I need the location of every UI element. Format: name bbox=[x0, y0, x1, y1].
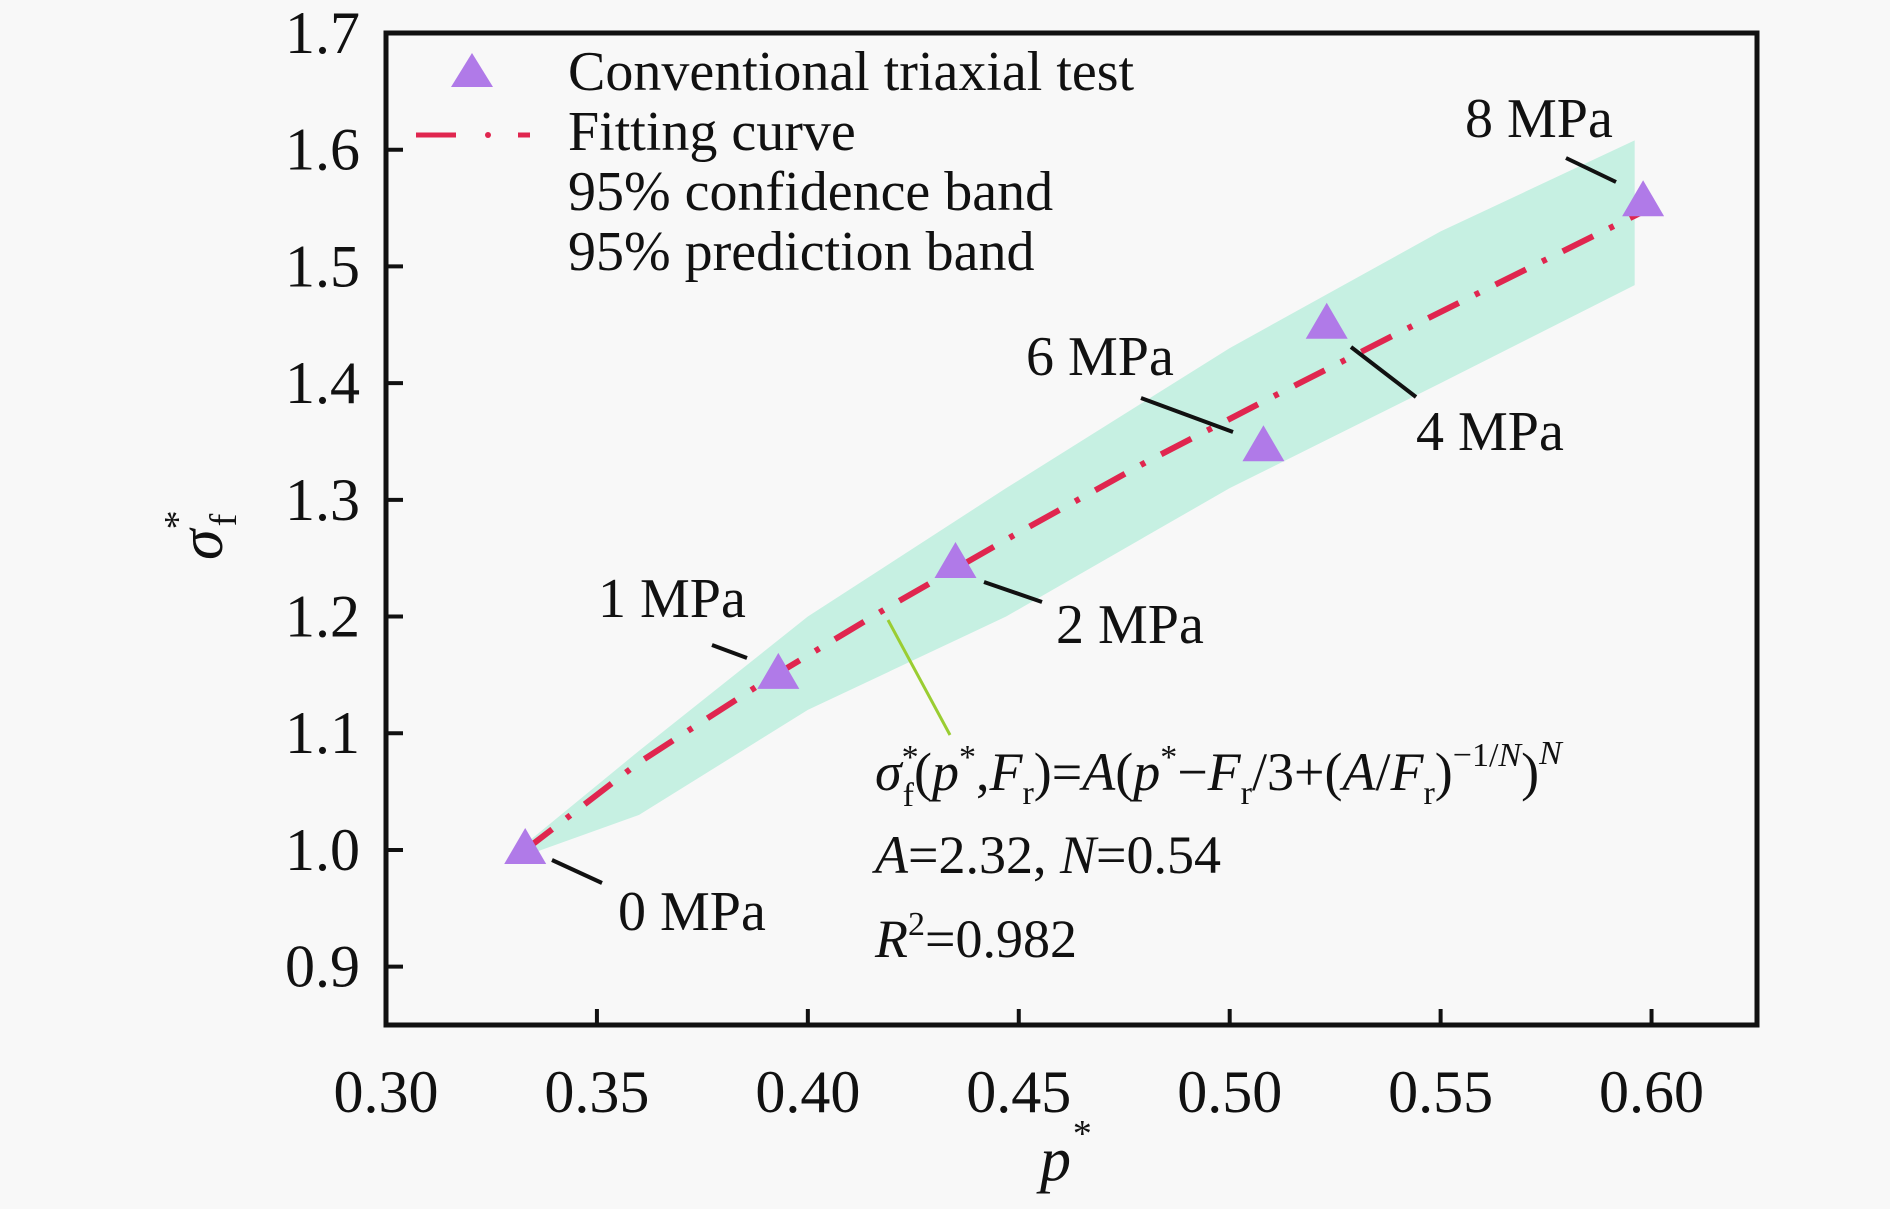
data-points-layer bbox=[504, 180, 1665, 864]
r2-value: =0.982 bbox=[925, 909, 1077, 969]
formula-annotation: σ* f(p*,Fr)=A(p*−Fr/3+(A/Fr)−1/N)N A=2.32… bbox=[872, 735, 1564, 969]
param-A-label: A bbox=[872, 825, 909, 885]
formula-open: ( bbox=[914, 742, 932, 802]
confidence-band bbox=[525, 140, 1635, 856]
param-A-value: =2.32, bbox=[908, 825, 1060, 885]
formula-F3: F bbox=[1389, 742, 1424, 802]
formula-F: F bbox=[988, 742, 1023, 802]
plot-frame bbox=[383, 30, 1760, 1028]
y-tick-label: 0.9 bbox=[285, 934, 360, 1000]
y-tick-label: 1.1 bbox=[285, 700, 360, 766]
leader-8mpa bbox=[1565, 156, 1617, 184]
formula-comma: , bbox=[976, 742, 990, 802]
formula-div3plus: /3+( bbox=[1252, 742, 1342, 802]
annotation-leaders bbox=[551, 156, 1617, 885]
legend-label-prediction: 95% prediction band bbox=[568, 221, 1035, 283]
formula-sub-r2: r bbox=[1241, 775, 1253, 812]
formula-sub-f: f bbox=[903, 777, 915, 814]
formula-exp-N: N bbox=[1497, 737, 1523, 774]
label-1mpa: 1 MPa bbox=[598, 568, 746, 630]
formula-minus: − bbox=[1177, 742, 1207, 802]
leader-4mpa bbox=[1349, 345, 1418, 399]
y-axis-label: σ* f bbox=[157, 510, 245, 560]
data-point bbox=[1622, 180, 1665, 217]
label-8mpa: 8 MPa bbox=[1465, 88, 1613, 150]
y-tick-label: 1.3 bbox=[285, 467, 360, 533]
data-point bbox=[757, 652, 800, 689]
formula-close-paren: ) bbox=[1521, 742, 1539, 802]
y-tick-label: 1.0 bbox=[285, 817, 360, 883]
formula-open2: ( bbox=[1115, 742, 1133, 802]
y-axis-label-sub: f bbox=[203, 513, 245, 526]
x-tick-label: 0.45 bbox=[966, 1059, 1071, 1125]
formula-F2: F bbox=[1207, 742, 1242, 802]
x-axis-label: p* bbox=[1036, 1113, 1090, 1194]
formula-close-eq: )= bbox=[1034, 742, 1082, 802]
formula-sigma: σ bbox=[875, 742, 904, 802]
r2-sup: 2 bbox=[908, 906, 925, 943]
formula-slash: / bbox=[1375, 742, 1390, 802]
legend-label-confidence: 95% confidence band bbox=[568, 161, 1053, 223]
leader-2mpa bbox=[983, 580, 1043, 604]
x-tick-label: 0.30 bbox=[334, 1059, 439, 1125]
y-ticks: 0.9 1.0 1.1 1.2 1.3 1.4 1.5 1.6 1.7 bbox=[285, 0, 403, 1000]
formula-params: A=2.32, N=0.54 bbox=[872, 825, 1221, 885]
data-point bbox=[934, 542, 977, 579]
y-axis-label-star: * bbox=[157, 510, 199, 529]
legend-label-fit: Fitting curve bbox=[568, 101, 856, 163]
formula-sub-r3: r bbox=[1423, 775, 1435, 812]
x-axis-label-p: p bbox=[1036, 1126, 1071, 1194]
y-axis-label-sigma: σ bbox=[168, 527, 236, 560]
formula-line-1: σ* f(p*,Fr)=A(p*−Fr/3+(A/Fr)−1/N)N bbox=[875, 735, 1564, 814]
formula-star-2: * bbox=[959, 739, 976, 776]
legend-label-test: Conventional triaxial test bbox=[568, 41, 1135, 103]
x-axis-label-star: * bbox=[1071, 1113, 1090, 1155]
y-tick-label: 1.2 bbox=[285, 584, 360, 650]
formula-star-3: * bbox=[1160, 739, 1177, 776]
formula-sub-r: r bbox=[1022, 775, 1034, 812]
label-4mpa: 4 MPa bbox=[1416, 401, 1564, 463]
formula-A: A bbox=[1079, 742, 1116, 802]
param-N-label: N bbox=[1059, 825, 1099, 885]
x-tick-label: 0.55 bbox=[1388, 1059, 1493, 1125]
x-tick-label: 0.40 bbox=[755, 1059, 860, 1125]
formula-p2: p bbox=[1129, 742, 1160, 802]
x-ticks: 0.30 0.35 0.40 0.45 0.50 0.55 0.60 bbox=[334, 1009, 1704, 1125]
y-tick-label: 1.7 bbox=[285, 0, 360, 66]
formula-p: p bbox=[928, 742, 959, 802]
y-tick-label: 1.4 bbox=[285, 350, 360, 416]
y-tick-label: 1.6 bbox=[285, 117, 360, 183]
formula-r2: R2=0.982 bbox=[874, 906, 1077, 969]
x-tick-label: 0.35 bbox=[544, 1059, 649, 1125]
formula-A2: A bbox=[1339, 742, 1376, 802]
label-2mpa: 2 MPa bbox=[1056, 594, 1204, 656]
label-6mpa: 6 MPa bbox=[1026, 326, 1174, 388]
formula-star-1: * bbox=[902, 739, 919, 776]
leader-formula bbox=[886, 619, 952, 736]
legend-fit-line-dot bbox=[485, 132, 491, 138]
label-0mpa: 0 MPa bbox=[618, 881, 766, 943]
x-tick-label: 0.60 bbox=[1599, 1059, 1704, 1125]
x-tick-label: 0.50 bbox=[1177, 1059, 1282, 1125]
formula-outer-N: N bbox=[1538, 735, 1564, 772]
formula-close: ) bbox=[1435, 742, 1453, 802]
legend: Conventional triaxial test Fitting curve… bbox=[416, 41, 1135, 283]
data-point bbox=[1242, 425, 1285, 462]
legend-triangle-marker bbox=[451, 53, 493, 87]
leader-0mpa bbox=[551, 858, 603, 885]
y-tick-label: 1.5 bbox=[285, 233, 360, 299]
formula-exp: −1/ bbox=[1453, 737, 1499, 774]
r2-label: R bbox=[874, 909, 908, 969]
confidence-band-layer bbox=[525, 140, 1635, 856]
data-point bbox=[504, 827, 547, 864]
param-N-value: =0.54 bbox=[1096, 825, 1221, 885]
data-point bbox=[1305, 302, 1348, 339]
leader-6mpa bbox=[1140, 396, 1234, 434]
svg-text:σ*f: σ* f bbox=[157, 510, 245, 560]
leader-1mpa bbox=[711, 643, 748, 660]
